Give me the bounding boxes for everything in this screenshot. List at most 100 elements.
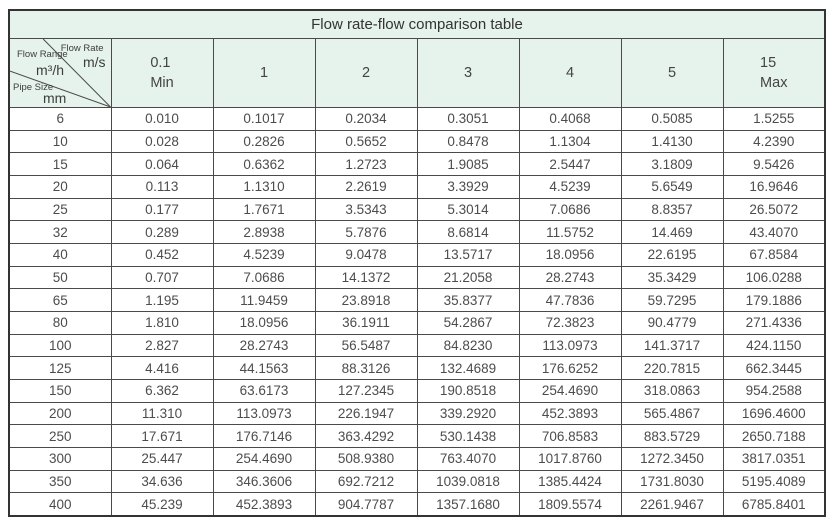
flow-value-cell: 88.3126 [314, 356, 418, 380]
flow-value-cell: 1731.8030 [620, 469, 724, 494]
flow-value-cell: 226.1947 [314, 401, 418, 426]
flow-value-cell: 424.1150 [722, 333, 826, 358]
flow-value-cell: 0.5652 [314, 129, 418, 154]
flow-value-cell: 35.8377 [416, 288, 520, 312]
flow-value-cell: 1.195 [110, 288, 214, 312]
flow-value-cell: 2.2619 [314, 174, 418, 199]
flow-value-cell: 0.113 [110, 174, 214, 199]
flow-value-cell: 662.3445 [722, 356, 826, 380]
flow-value-cell: 44.1563 [212, 356, 316, 380]
flow-value-cell: 0.5085 [620, 107, 724, 131]
flow-value-cell: 9.0478 [314, 242, 418, 267]
table-row: 150 6.362 63.6173 127.2345 190.8518 254.4690 3… [8, 378, 826, 403]
flow-value-cell: 530.1438 [416, 424, 520, 448]
flow-value-cell: 28.2743 [212, 333, 316, 358]
table-row: 65 1.195 11.9459 23.8918 35.8377 47.7836 59.72… [8, 288, 826, 312]
table-row: 15 0.064 0.6362 1.2723 1.9085 2.5447 3.1809 9.5… [8, 152, 826, 176]
flow-value-cell: 9.5426 [722, 152, 826, 176]
pipe-size-cell: 20 [8, 174, 112, 199]
flow-value-cell: 34.636 [110, 469, 214, 494]
table-row: 400 45.239 452.3893 904.7787 1357.1680 1809.5… [8, 492, 826, 517]
flow-value-cell: 113.0973 [518, 333, 622, 358]
pipe-size-cell: 10 [8, 129, 112, 154]
flow-value-cell: 113.0973 [212, 401, 316, 426]
flow-value-cell: 26.5072 [722, 197, 826, 222]
flow-value-cell: 0.028 [110, 129, 214, 154]
flow-value-cell: 0.2826 [212, 129, 316, 154]
flow-value-cell: 179.1886 [722, 288, 826, 312]
flow-value-cell: 220.7815 [620, 356, 724, 380]
flow-value-cell: 132.4689 [416, 356, 520, 380]
column-header: 1 [212, 38, 316, 108]
flow-value-cell: 36.1911 [314, 310, 418, 335]
flow-value-cell: 3817.0351 [722, 446, 826, 471]
pipe-size-cell: 40 [8, 242, 112, 267]
flow-value-cell: 5.3014 [416, 197, 520, 222]
flow-value-cell: 346.3606 [212, 469, 316, 494]
flow-value-cell: 0.707 [110, 265, 214, 290]
flow-rate-label: Flow Rate [60, 43, 104, 54]
flow-value-cell: 13.5717 [416, 242, 520, 267]
flow-value-cell: 1.810 [110, 310, 214, 335]
flow-value-cell: 452.3893 [518, 401, 622, 426]
flow-value-cell: 254.4690 [518, 378, 622, 403]
flow-value-cell: 2.8938 [212, 220, 316, 244]
flow-value-cell: 47.7836 [518, 288, 622, 312]
flow-value-cell: 508.9380 [314, 446, 418, 471]
table-row: 50 0.707 7.0686 14.1372 21.2058 28.2743 35.342… [8, 265, 826, 290]
table-row: 300 25.447 254.4690 508.9380 763.4070 1017.87… [8, 446, 826, 471]
flow-value-cell: 0.3051 [416, 107, 520, 131]
column-header: 15 Max [722, 38, 826, 108]
flow-value-cell: 4.2390 [722, 129, 826, 154]
flow-value-cell: 141.3717 [620, 333, 724, 358]
flow-value-cell: 1.2723 [314, 152, 418, 176]
flow-value-cell: 0.2034 [314, 107, 418, 131]
flow-value-cell: 28.2743 [518, 265, 622, 290]
flow-value-cell: 1385.4424 [518, 469, 622, 494]
flow-value-cell: 8.6814 [416, 220, 520, 244]
flow-value-cell: 3.5343 [314, 197, 418, 222]
flow-value-cell: 106.0288 [722, 265, 826, 290]
flow-value-cell: 72.3823 [518, 310, 622, 335]
flow-value-cell: 8.8357 [620, 197, 724, 222]
flow-value-cell: 318.0863 [620, 378, 724, 403]
table-row: 6 0.010 0.1017 0.2034 0.3051 0.4068 0.5085 1.52… [8, 107, 826, 131]
flow-value-cell: 7.0686 [212, 265, 316, 290]
flow-value-cell: 0.064 [110, 152, 214, 176]
table-row: 200 11.310 113.0973 226.1947 339.2920 452.389… [8, 401, 826, 426]
flow-value-cell: 5.7876 [314, 220, 418, 244]
flow-value-cell: 22.6195 [620, 242, 724, 267]
pipe-size-cell: 6 [8, 107, 112, 131]
flow-value-cell: 14.1372 [314, 265, 418, 290]
flow-value-cell: 190.8518 [416, 378, 520, 403]
flow-value-cell: 11.310 [110, 401, 214, 426]
flow-value-cell: 45.239 [110, 492, 214, 517]
table-row: 125 4.416 44.1563 88.3126 132.4689 176.6252 22… [8, 356, 826, 380]
column-header: 3 [416, 38, 520, 108]
flow-value-cell: 11.5752 [518, 220, 622, 244]
column-header: 0.1 Min [110, 38, 214, 108]
flow-value-cell: 883.5729 [620, 424, 724, 448]
flow-value-cell: 56.5487 [314, 333, 418, 358]
flow-value-cell: 1.9085 [416, 152, 520, 176]
flow-value-cell: 254.4690 [212, 446, 316, 471]
table-title: Flow rate-flow comparison table [8, 9, 826, 39]
flow-value-cell: 452.3893 [212, 492, 316, 517]
pipe-size-cell: 100 [8, 333, 112, 358]
flow-value-cell: 692.7212 [314, 469, 418, 494]
flow-value-cell: 3.3929 [416, 174, 520, 199]
flow-value-cell: 2261.9467 [620, 492, 724, 517]
flow-value-cell: 1.5255 [722, 107, 826, 131]
flow-value-cell: 21.2058 [416, 265, 520, 290]
flow-value-cell: 18.0956 [212, 310, 316, 335]
corner-cell: Flow Rate m/s Flow Range m³/h Pipe Size … [8, 38, 112, 108]
flow-value-cell: 0.177 [110, 197, 214, 222]
flow-value-cell: 1.7671 [212, 197, 316, 222]
pipe-size-cell: 125 [8, 356, 112, 380]
flow-value-cell: 1696.4600 [722, 401, 826, 426]
table-head: Flow rate-flow comparison table Flow Rat… [8, 9, 826, 108]
flow-value-cell: 706.8583 [518, 424, 622, 448]
diagonal-divider-icon [10, 39, 111, 107]
flow-value-cell: 1017.8760 [518, 446, 622, 471]
pipe-size-cell: 50 [8, 265, 112, 290]
